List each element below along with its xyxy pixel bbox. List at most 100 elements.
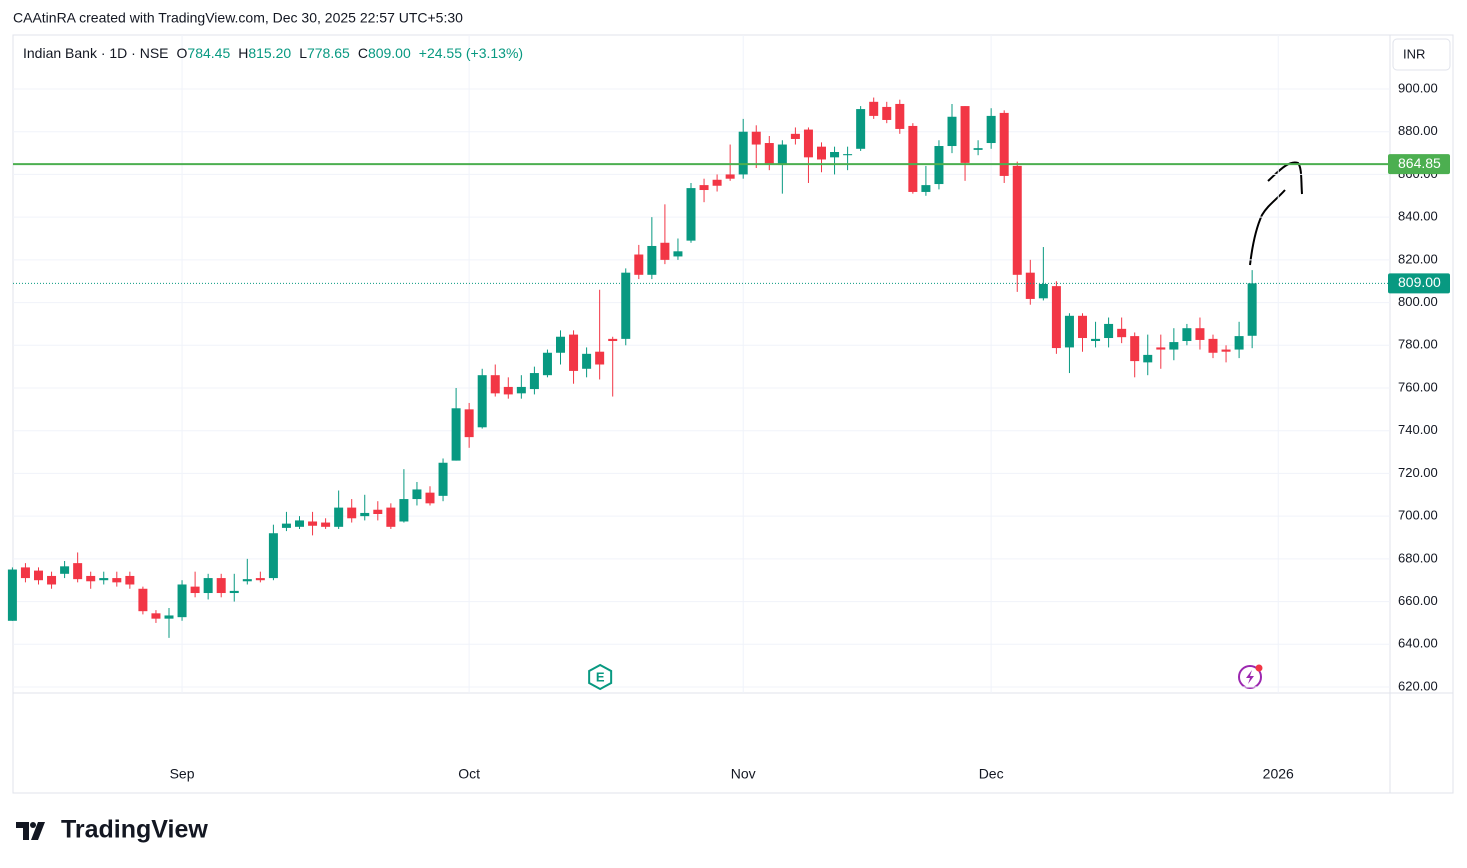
candle-body (1038, 283, 1048, 299)
candle-body (830, 152, 840, 158)
candle-body (1130, 336, 1140, 362)
candle-body (1143, 354, 1153, 363)
x-tick-label: Sep (170, 766, 195, 782)
candle-body (112, 578, 122, 583)
candle-body (516, 386, 526, 394)
candle-body (347, 507, 357, 519)
symbol: Indian Bank · 1D · NSE (23, 45, 169, 61)
candle-body (138, 588, 148, 612)
candle-body (503, 386, 513, 395)
candle-body (308, 521, 318, 526)
candle-body (60, 566, 70, 574)
y-tick-label: 740.00 (1398, 422, 1438, 437)
price-label-box (1388, 273, 1450, 294)
candle-body (1156, 347, 1166, 350)
candle-body (281, 523, 291, 528)
candle-body (738, 131, 748, 175)
candle-body (856, 109, 866, 149)
candle-body (542, 352, 552, 376)
ohlc-key: C (357, 45, 368, 61)
x-tick-label: Nov (731, 766, 756, 782)
candle-body (777, 144, 787, 166)
candle-body (295, 520, 304, 527)
x-tick-label: 2026 (1263, 766, 1294, 782)
currency-box[interactable] (1392, 38, 1451, 71)
candle-body (529, 373, 539, 390)
candle-body (490, 375, 500, 394)
candle-body (634, 254, 644, 275)
candle-body (360, 512, 370, 517)
candle-body (960, 106, 970, 163)
candle-body (1078, 315, 1087, 339)
candle-body (1169, 342, 1179, 350)
watermark: CAAtinRA created with TradingView.com, D… (13, 10, 463, 26)
candle-body (321, 522, 331, 527)
candle-body (1208, 338, 1218, 353)
candle-body (1051, 286, 1061, 349)
candle-body (229, 590, 239, 594)
candle-body (986, 115, 996, 144)
y-tick-label: 620.00 (1398, 678, 1438, 693)
candle-body (869, 101, 879, 116)
candle-body (764, 143, 774, 164)
ohlc-value: 815.20 (248, 45, 292, 61)
candle-body (686, 188, 696, 241)
candle-body (621, 272, 631, 339)
ohlc-key: L (299, 45, 307, 61)
candle-body (1234, 336, 1244, 350)
candle-body (647, 245, 657, 275)
candle-body (712, 179, 722, 186)
candle-body (947, 116, 957, 147)
candle-body (556, 336, 565, 353)
y-tick-label: 800.00 (1398, 294, 1438, 309)
candle-body (242, 579, 252, 582)
candle-body (843, 154, 853, 156)
candle-body (582, 353, 592, 369)
y-tick-label: 840.00 (1398, 209, 1438, 224)
candle-body (1247, 283, 1257, 336)
ohlc-value: 809.00 (367, 45, 411, 61)
brand: TradingView (61, 816, 208, 844)
candle-body (47, 575, 57, 585)
frame (12, 34, 1454, 794)
candle-body (73, 563, 83, 580)
y-tick-label: 780.00 (1398, 337, 1438, 352)
price-label-box (1388, 154, 1450, 175)
candle-body (921, 185, 931, 192)
x-tick-label: Oct (458, 766, 480, 782)
candle-body (125, 575, 135, 585)
candle-body (373, 509, 383, 515)
candle-body (451, 408, 461, 461)
candle-body (464, 409, 474, 438)
candle-body (1117, 328, 1127, 338)
y-tick-label: 900.00 (1398, 80, 1438, 95)
event-label: E (596, 669, 605, 684)
currency: INR (1403, 46, 1425, 61)
candle-body (190, 586, 200, 594)
candle-body (164, 615, 174, 619)
candle-body (1091, 338, 1101, 342)
freehand-arrow (1249, 161, 1303, 266)
y-tick-label: 820.00 (1398, 251, 1438, 266)
candle-body (908, 125, 918, 192)
candle-body (725, 174, 735, 179)
candle-body (1221, 349, 1231, 352)
alert-icon (1238, 664, 1263, 689)
candle-body (151, 613, 161, 619)
ohlc-value: 778.65 (306, 45, 350, 61)
candle-body (99, 578, 109, 581)
candle-body (477, 375, 487, 428)
candle-body (882, 106, 892, 120)
price-label: 864.85 (1398, 155, 1441, 171)
candle-body (20, 567, 30, 579)
candle-body (673, 251, 683, 257)
candle-body (569, 334, 579, 371)
y-tick-label: 680.00 (1398, 550, 1438, 565)
candle-body (999, 112, 1009, 176)
candle-body (1064, 315, 1074, 348)
candle-body (7, 569, 17, 621)
candle-body (660, 242, 670, 260)
candle-body (412, 489, 422, 500)
x-tick-label: Dec (979, 766, 1004, 782)
